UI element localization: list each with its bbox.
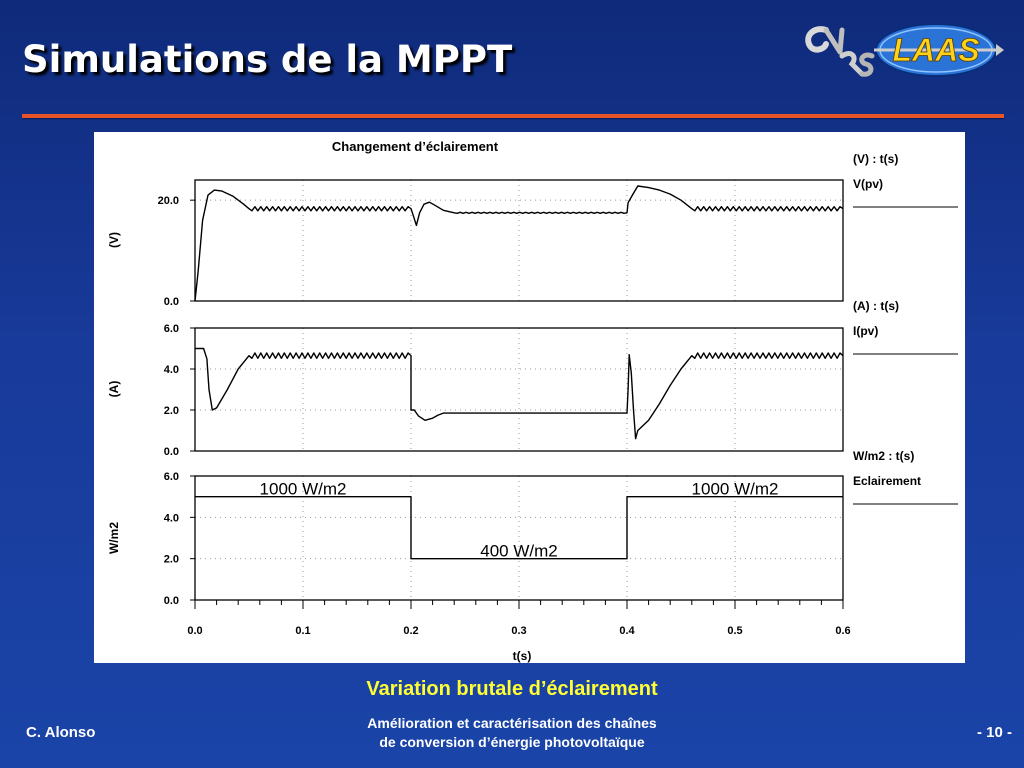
y-axis-label: (A) [107, 381, 121, 398]
cnrs-logo-mark [805, 26, 875, 77]
series-trace-i-pv- [195, 347, 844, 440]
series-trace-eclairement [195, 496, 843, 560]
plot-frame-1 [194, 179, 844, 302]
x-tick-label: 0.0 [187, 625, 202, 637]
y-tick-label: 2.0 [164, 405, 179, 417]
chart-title: Changement d’éclairement [332, 139, 499, 154]
y-tick-label: 4.0 [164, 512, 179, 524]
footer-subtitle-line2: de conversion d’énergie photovoltaïque [379, 734, 645, 750]
x-axis-label: t(s) [513, 649, 532, 663]
irradiance-annotation: 1000 W/m2 [692, 479, 779, 498]
irradiance-annotation: 1000 W/m2 [260, 479, 347, 498]
slide-title: Simulations de la MPPT [22, 38, 513, 81]
plot-frame-2 [194, 327, 844, 452]
chart-panel: Changement d’éclairement 0.0 20.0 (V) (V) : … [94, 132, 965, 663]
y-axis-label: (V) [107, 232, 121, 248]
x-tick-label: 0.1 [295, 625, 310, 637]
y-tick-label: 2.0 [164, 554, 179, 566]
x-tick-label: 0.3 [511, 625, 526, 637]
legend-series: I(pv) [853, 324, 878, 338]
series-trace-v-pv- [194, 185, 844, 302]
y-tick-label: 0.0 [164, 296, 179, 308]
legend-unit: (V) : t(s) [853, 152, 898, 166]
y-tick-label: 20.0 [158, 195, 179, 207]
figure-caption: Variation brutale d’éclairement [366, 678, 658, 700]
irradiance-annotation: 400 W/m2 [480, 541, 557, 560]
legend-unit: W/m2 : t(s) [853, 449, 914, 463]
x-tick-label: 0.6 [835, 625, 850, 637]
title-divider [22, 114, 1004, 118]
y-tick-label: 0.0 [164, 446, 179, 458]
y-tick-label: 0.0 [164, 595, 179, 607]
y-tick-label: 6.0 [164, 323, 179, 335]
y-tick-label: 6.0 [164, 471, 179, 483]
footer-author: C. Alonso [26, 724, 96, 741]
x-tick-label: 0.4 [619, 625, 635, 637]
footer-subtitle: Amélioration et caractérisation des chaî… [262, 714, 762, 752]
legend-series: V(pv) [853, 177, 883, 191]
cnrs-laas-logo: LAAS [805, 23, 1004, 77]
y-axis-label: W/m2 [107, 522, 121, 554]
x-tick-label: 0.2 [403, 625, 418, 637]
y-tick-label: 4.0 [164, 364, 179, 376]
x-tick-label: 0.5 [727, 625, 742, 637]
laas-logo-text: LAAS [892, 32, 980, 68]
footer-page-number: - 10 - [976, 724, 1012, 741]
legend-series: Eclairement [853, 474, 921, 488]
footer-subtitle-line1: Amélioration et caractérisation des chaî… [367, 715, 657, 731]
mppt-chart: Changement d’éclairement 0.0 20.0 (V) (V) : … [107, 139, 958, 663]
legend-unit: (A) : t(s) [853, 299, 899, 313]
